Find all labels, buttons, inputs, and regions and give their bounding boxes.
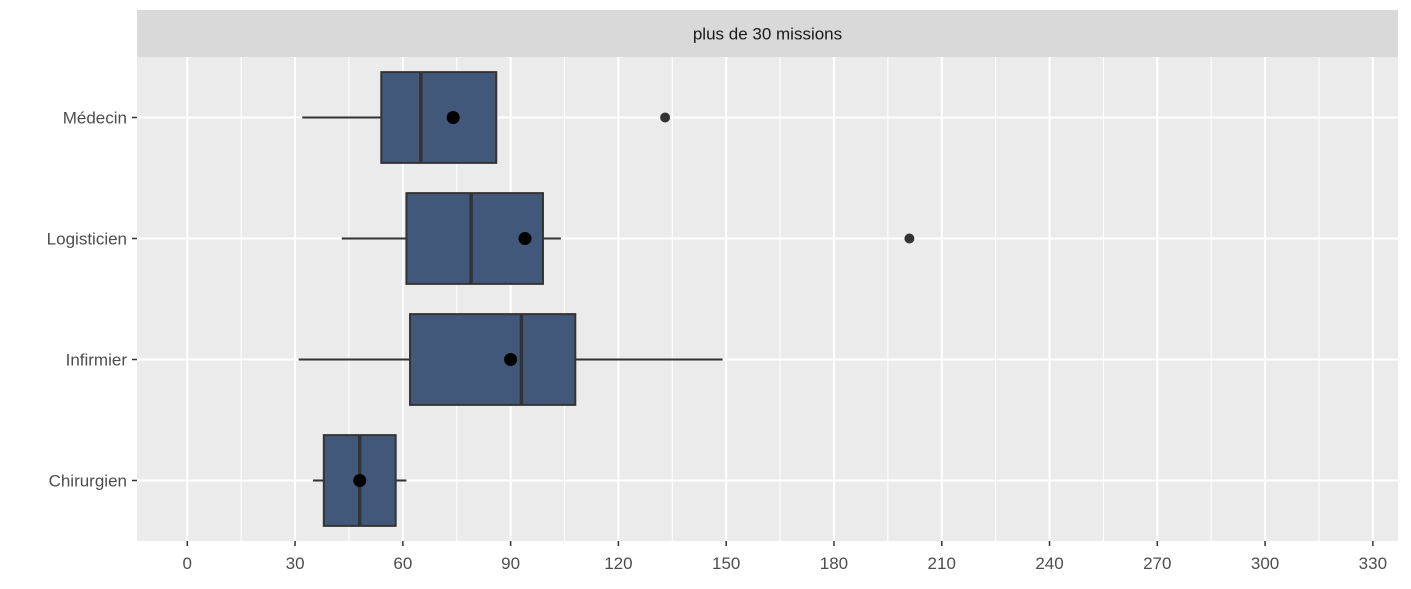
x-tick-label: 30 xyxy=(286,554,305,573)
box-group xyxy=(302,71,671,164)
box-group xyxy=(341,192,915,285)
box-iqr xyxy=(409,313,577,406)
facet-strip xyxy=(137,10,1398,57)
x-tick-label: 60 xyxy=(393,554,412,573)
mean-point xyxy=(518,232,532,245)
x-tick-label: 240 xyxy=(1035,554,1063,573)
x-tick-label: 90 xyxy=(501,554,520,573)
y-tick-label: Infirmier xyxy=(66,351,128,370)
mean-point xyxy=(504,353,518,366)
facet-strip-label: plus de 30 missions xyxy=(693,25,842,44)
x-tick-label: 270 xyxy=(1143,554,1171,573)
x-tick-label: 300 xyxy=(1251,554,1279,573)
x-tick-label: 150 xyxy=(712,554,740,573)
x-tick-label: 120 xyxy=(604,554,632,573)
outlier-point xyxy=(660,112,671,123)
x-tick-label: 180 xyxy=(820,554,848,573)
outlier-point xyxy=(904,233,915,244)
x-tick-label: 210 xyxy=(928,554,956,573)
box-group xyxy=(313,434,407,527)
x-tick-label: 330 xyxy=(1359,554,1387,573)
mean-point xyxy=(446,111,460,124)
y-tick-label: Logisticien xyxy=(47,230,127,249)
axes: 0 30 60 90 120 150 180 210 240 270 300 330 Médecin Lo… xyxy=(47,109,1387,574)
box-group xyxy=(298,313,723,406)
box-iqr xyxy=(380,71,498,164)
boxes xyxy=(298,71,915,527)
y-tick-label: Chirurgien xyxy=(49,472,127,491)
y-tick-label: Médecin xyxy=(63,109,127,128)
x-tick-label: 0 xyxy=(183,554,192,573)
mean-point xyxy=(353,474,367,487)
